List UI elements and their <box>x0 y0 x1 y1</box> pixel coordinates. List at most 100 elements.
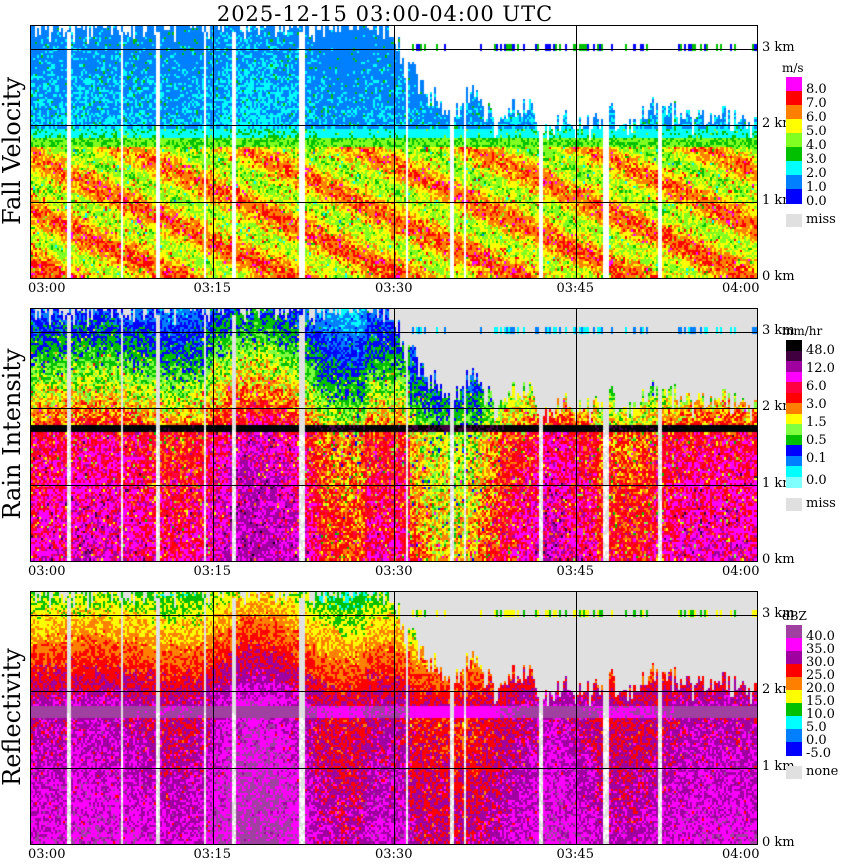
colorbar-band-7-rain-intensity <box>786 413 802 425</box>
colorbar-label-480-rain-intensity: 48.0 <box>806 342 835 358</box>
colorbar-band-2-rain-intensity <box>786 361 802 373</box>
colorbar-label-00-rain-intensity: 0.0 <box>806 472 827 488</box>
colorbar-band-7-reflectivity <box>786 716 802 730</box>
y-axis-label-reflectivity: Reflectivity <box>0 648 26 786</box>
colorbar-label-15-rain-intensity: 1.5 <box>806 414 827 430</box>
colorbar-label-120-rain-intensity: 12.0 <box>806 360 835 376</box>
colorbar-band-6-fall-velocity <box>786 161 802 176</box>
vgridline-03:30 <box>394 592 395 844</box>
colorbar-label-70-fall-velocity: 7.0 <box>806 96 827 111</box>
colorbar-band-10-rain-intensity <box>786 445 802 457</box>
alt-tick-3km-rain-intensity: 3 km <box>762 322 795 338</box>
colorbar-label-30-rain-intensity: 3.0 <box>806 396 827 412</box>
colorbar-missing-label-reflectivity: none <box>806 764 839 779</box>
time-tick-0345-reflectivity: 03:45 <box>556 847 594 862</box>
colorbar-title-reflectivity: dBZ <box>782 609 807 623</box>
time-tick-0345-fall-velocity: 03:45 <box>556 281 594 296</box>
colorbar-label-60-rain-intensity: 6.0 <box>806 378 827 394</box>
plot-area-reflectivity[interactable] <box>30 591 758 845</box>
colorbar-band-9-reflectivity <box>786 742 802 756</box>
vgridline-03:15 <box>213 309 214 561</box>
colorbar-band-4-fall-velocity <box>786 133 802 148</box>
colorbar-band-4-rain-intensity <box>786 382 802 394</box>
colorbar-band-0-reflectivity <box>786 625 802 639</box>
colorbar-band-6-reflectivity <box>786 703 802 717</box>
colorbar-label-50-fall-velocity: 5.0 <box>806 124 827 139</box>
time-tick-0315-rain-intensity: 03:15 <box>193 564 231 579</box>
colorbar-missing-label-fall-velocity: miss <box>806 212 836 227</box>
colorbar-band-0-rain-intensity <box>786 340 802 352</box>
colorbar-gradient-rain-intensity <box>786 340 802 488</box>
time-tick-0330-fall-velocity: 03:30 <box>375 281 413 296</box>
colorbar-band-3-fall-velocity <box>786 119 802 134</box>
colorbar-band-8-rain-intensity <box>786 424 802 436</box>
colorbar-label-05-rain-intensity: 0.5 <box>806 432 827 448</box>
colorbar-band-4-reflectivity <box>786 677 802 691</box>
colorbar-label-50-reflectivity: 5.0 <box>806 720 827 735</box>
colorbar-label-60-fall-velocity: 6.0 <box>806 110 827 125</box>
colorbar-band-1-reflectivity <box>786 638 802 652</box>
colorbar-title-rain-intensity: mm/hr <box>782 324 823 338</box>
plot-area-fall-velocity[interactable] <box>30 25 758 279</box>
colorbar-band-0-fall-velocity <box>786 77 802 92</box>
colorbar-band-7-fall-velocity <box>786 175 802 190</box>
y-axis-label-rain-intensity: Rain Intensity <box>0 348 26 520</box>
vgridline-03:45 <box>576 309 577 561</box>
colorbar-band-1-rain-intensity <box>786 350 802 362</box>
colorbar-missing-swatch-fall-velocity <box>786 214 802 227</box>
colorbar-label-150-reflectivity: 15.0 <box>806 694 835 709</box>
y-axis-label-fall-velocity: Fall Velocity <box>0 76 26 226</box>
colorbar-label-300-reflectivity: 30.0 <box>806 655 835 670</box>
time-tick-0330-reflectivity: 03:30 <box>375 847 413 862</box>
colorbar-band-5-fall-velocity <box>786 147 802 162</box>
colorbar-label-10-fall-velocity: 1.0 <box>806 180 827 195</box>
colorbar-label-350-reflectivity: 35.0 <box>806 642 835 657</box>
colorbar-label-400-reflectivity: 40.0 <box>806 629 835 644</box>
colorbar-label-20-fall-velocity: 2.0 <box>806 166 827 181</box>
colorbar-band-2-fall-velocity <box>786 105 802 120</box>
vgridline-03:30 <box>394 26 395 278</box>
colorbar-band-8-reflectivity <box>786 729 802 743</box>
colorbar-missing-swatch-rain-intensity <box>786 498 802 511</box>
time-tick-0330-rain-intensity: 03:30 <box>375 564 413 579</box>
colorbar-gradient-fall-velocity <box>786 77 802 204</box>
colorbar-band-5-reflectivity <box>786 690 802 704</box>
page-title: 2025-12-15 03:00-04:00 UTC <box>216 2 554 26</box>
colorbar-label-100-reflectivity: 10.0 <box>806 707 835 722</box>
colorbar-band-13-rain-intensity <box>786 476 802 488</box>
colorbar-band-12-rain-intensity <box>786 466 802 478</box>
colorbar-band-2-reflectivity <box>786 651 802 665</box>
alt-tick-0km-reflectivity: 0 km <box>762 835 795 850</box>
colorbar-label-01-rain-intensity: 0.1 <box>806 450 827 466</box>
colorbar-band-9-rain-intensity <box>786 434 802 446</box>
time-tick-0315-reflectivity: 03:15 <box>193 847 231 862</box>
colorbar-label-40-fall-velocity: 4.0 <box>806 138 827 153</box>
time-tick-0300-fall-velocity: 03:00 <box>28 281 66 296</box>
vgridline-03:45 <box>576 26 577 278</box>
vgridline-03:30 <box>394 309 395 561</box>
colorbar-missing-swatch-reflectivity <box>786 766 802 779</box>
time-tick-0300-reflectivity: 03:00 <box>28 847 66 862</box>
time-tick-0315-fall-velocity: 03:15 <box>193 281 231 296</box>
colorbar-label-30-fall-velocity: 3.0 <box>806 152 827 167</box>
colorbar-label-200-reflectivity: 20.0 <box>806 681 835 696</box>
vgridline-03:45 <box>576 592 577 844</box>
time-tick-0400-rain-intensity: 04:00 <box>722 564 760 579</box>
colorbar-missing-label-rain-intensity: miss <box>806 496 836 511</box>
colorbar-band-5-rain-intensity <box>786 392 802 404</box>
colorbar-gradient-reflectivity <box>786 625 802 756</box>
colorbar-label-80-fall-velocity: 8.0 <box>806 82 827 97</box>
alt-tick-3km-fall-velocity: 3 km <box>762 39 795 55</box>
colorbar-label-00-reflectivity: 0.0 <box>806 733 827 748</box>
vgridline-03:15 <box>213 26 214 278</box>
colorbar-band-3-rain-intensity <box>786 371 802 383</box>
time-tick-0400-fall-velocity: 04:00 <box>722 281 760 296</box>
colorbar-band-6-rain-intensity <box>786 403 802 415</box>
colorbar-label-00-fall-velocity: 0.0 <box>806 194 827 209</box>
colorbar-title-fall-velocity: m/s <box>782 61 804 75</box>
time-tick-0345-rain-intensity: 03:45 <box>556 564 594 579</box>
colorbar-band-3-reflectivity <box>786 664 802 678</box>
colorbar-band-1-fall-velocity <box>786 91 802 106</box>
alt-tick-0km-fall-velocity: 0 km <box>762 269 795 284</box>
plot-area-rain-intensity[interactable] <box>30 308 758 562</box>
